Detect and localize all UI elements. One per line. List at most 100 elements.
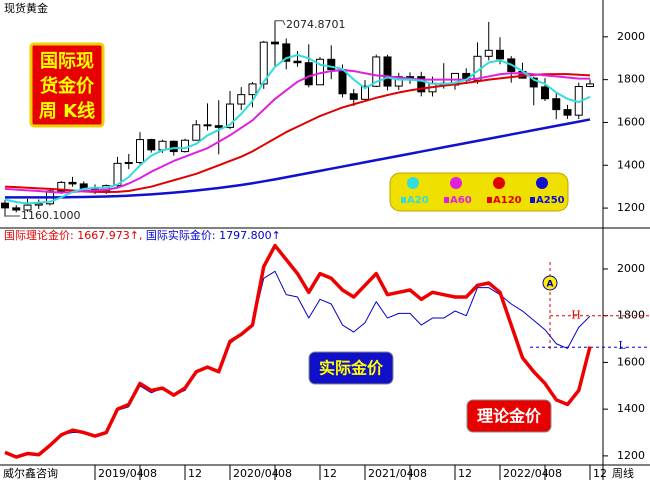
candle-body [338, 69, 347, 95]
candle-body [23, 204, 32, 211]
candle-body [124, 161, 133, 164]
candle-body [147, 139, 156, 151]
candle-body [181, 139, 189, 153]
candle-body [552, 98, 561, 111]
candle-body [282, 43, 291, 62]
legend-dot [493, 177, 505, 189]
legend-label: A20 [407, 195, 429, 206]
x-tick-label: 12 [188, 467, 202, 480]
legend-box [389, 172, 569, 212]
candle-body [259, 41, 268, 85]
series-line [5, 118, 591, 199]
footer-right: 周线 [612, 466, 634, 480]
x-tick-label: 12 [458, 467, 472, 480]
marker-circle [542, 275, 558, 291]
candle-body [12, 207, 21, 211]
candle-body [68, 181, 77, 185]
candle-body [417, 76, 426, 93]
legend-dot [450, 177, 462, 189]
x-tick-label: 2021/04 [368, 467, 414, 480]
legend-label: A120 [493, 195, 522, 206]
x-tick-label: 08 [143, 467, 157, 480]
candle-body [586, 83, 594, 87]
legend-label: A60 [450, 195, 472, 206]
readout: 国际理论金价: 1667.973↑, 国际实际金价: 1797.800↑ [4, 228, 281, 242]
candle-body [293, 60, 302, 64]
candle-body [1, 202, 9, 209]
legend-swatch [487, 197, 492, 203]
high-annotation: 2074.8701 [286, 18, 346, 31]
reference-label: H [571, 309, 581, 322]
title-box-text: 周 K线 [39, 100, 95, 122]
series-line [4, 73, 591, 194]
y-tick-label: 1600 [617, 115, 645, 128]
series-callout [466, 399, 552, 433]
candle-body [57, 181, 66, 192]
low-annotation: 1160.1000 [21, 209, 81, 222]
series-line [4, 54, 591, 205]
x-tick-label: 08 [413, 467, 427, 480]
legend-swatch [444, 197, 449, 203]
candle-body [529, 77, 538, 88]
candle-body [372, 56, 381, 87]
y-tick-label: 1200 [617, 201, 645, 214]
legend-label: A250 [536, 195, 565, 206]
candle-body [34, 203, 43, 206]
x-tick-label: 12 [593, 467, 607, 480]
series-callout [308, 351, 394, 385]
y-tick-label: 2000 [617, 262, 645, 275]
candle-body [113, 162, 122, 187]
candle-body [271, 41, 279, 45]
candle-body [158, 140, 167, 151]
legend-swatch [530, 197, 535, 203]
candle-body [192, 124, 201, 141]
legend-dot [407, 177, 419, 189]
title-box [29, 42, 105, 128]
readout-actual: 国际实际金价: 1797.800↑ [146, 228, 281, 242]
reference-label: L [618, 339, 626, 352]
candle-body [203, 124, 212, 127]
candle-body [237, 94, 246, 105]
x-tick-label: 2022/04 [503, 467, 549, 480]
y-tick-label: 1800 [617, 73, 645, 86]
series-callout-text: 实际金价 [319, 359, 384, 378]
candle-body [496, 49, 504, 60]
y-tick-label: 1400 [617, 402, 645, 415]
candle-body [169, 140, 178, 153]
annotation-leader [4, 215, 20, 217]
candle-body [248, 83, 257, 96]
x-tick-label: 2019/04 [98, 467, 144, 480]
candle-body [563, 109, 572, 116]
x-tick-label: 12 [323, 467, 337, 480]
title-box-text: 国际现 [40, 51, 94, 72]
y-tick-label: 1600 [617, 355, 645, 368]
candle-body [136, 139, 144, 163]
annotation-leader [275, 20, 286, 26]
candle-body [484, 49, 493, 57]
series-callout-text: 理论金价 [477, 407, 542, 426]
y-tick-label: 2000 [617, 30, 645, 43]
marker-label: A [547, 280, 554, 290]
series-line [4, 243, 592, 459]
candle-body [304, 62, 313, 86]
y-tick-label: 1200 [617, 449, 645, 462]
footer-left: 威尔鑫咨询 [3, 466, 58, 480]
candle-body [541, 86, 549, 100]
legend-swatch [401, 197, 406, 203]
x-tick-label: 08 [548, 467, 562, 480]
legend-dot [536, 177, 548, 189]
chart-title: 现货黄金 [4, 1, 48, 15]
candle-body [226, 103, 234, 128]
readout-theory: 国际理论金价: 1667.973↑, [4, 228, 142, 242]
x-tick-label: 2020/04 [233, 467, 279, 480]
x-tick-label: 08 [278, 467, 292, 480]
candle-body [361, 85, 369, 100]
candle-body [214, 125, 223, 128]
candle-body [383, 56, 392, 87]
candle-body [327, 58, 336, 71]
y-tick-label: 1400 [617, 158, 645, 171]
series-line [4, 69, 590, 194]
title-box-text: 货金价 [40, 75, 95, 97]
candle-body [349, 93, 358, 100]
